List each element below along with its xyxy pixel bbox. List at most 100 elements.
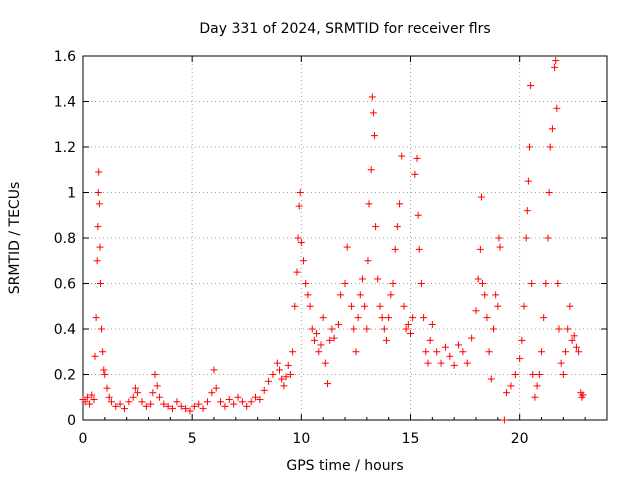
data-point bbox=[527, 82, 535, 90]
data-point bbox=[225, 396, 233, 404]
data-point bbox=[251, 393, 259, 401]
data-point bbox=[441, 343, 449, 351]
data-point bbox=[450, 361, 458, 369]
data-point bbox=[93, 257, 101, 265]
data-point bbox=[334, 320, 342, 328]
data-point bbox=[385, 314, 393, 322]
data-point bbox=[387, 291, 395, 299]
data-point bbox=[524, 177, 532, 185]
data-point bbox=[304, 291, 312, 299]
data-point bbox=[568, 336, 576, 344]
data-point bbox=[382, 336, 390, 344]
data-point bbox=[433, 348, 441, 356]
x-tick-label: 15 bbox=[402, 431, 420, 447]
data-point bbox=[487, 375, 495, 383]
data-point bbox=[337, 291, 345, 299]
data-point bbox=[393, 223, 401, 231]
data-point bbox=[551, 63, 559, 71]
data-point bbox=[234, 393, 242, 401]
data-point bbox=[411, 170, 419, 178]
data-point bbox=[422, 348, 430, 356]
data-point bbox=[414, 211, 422, 219]
data-point bbox=[273, 359, 281, 367]
data-point bbox=[358, 275, 366, 283]
data-point bbox=[98, 325, 106, 333]
data-point bbox=[291, 302, 299, 310]
data-point bbox=[343, 243, 351, 251]
data-point bbox=[500, 416, 508, 424]
data-point bbox=[352, 348, 360, 356]
data-point bbox=[103, 384, 111, 392]
data-point bbox=[203, 398, 211, 406]
data-point bbox=[398, 152, 406, 160]
data-point bbox=[479, 280, 487, 287]
data-point bbox=[554, 280, 562, 287]
y-tick-label: 1.6 bbox=[54, 49, 76, 65]
data-point bbox=[570, 332, 578, 340]
data-point bbox=[92, 314, 100, 322]
data-point bbox=[131, 384, 139, 392]
data-point bbox=[315, 348, 323, 356]
data-point bbox=[555, 325, 563, 333]
data-point bbox=[238, 398, 246, 406]
data-point bbox=[455, 341, 463, 349]
data-point bbox=[535, 371, 543, 378]
data-point bbox=[437, 359, 445, 367]
data-point bbox=[472, 307, 480, 315]
data-point bbox=[173, 398, 181, 406]
data-point bbox=[533, 382, 541, 390]
data-point bbox=[302, 280, 310, 287]
data-point bbox=[528, 280, 536, 287]
data-point bbox=[553, 104, 561, 112]
data-point bbox=[562, 348, 570, 356]
y-tick-label: 0 bbox=[67, 413, 76, 429]
data-point bbox=[300, 257, 308, 265]
data-point bbox=[356, 291, 364, 299]
grid bbox=[83, 56, 607, 420]
data-point bbox=[523, 207, 531, 215]
data-point bbox=[566, 302, 574, 310]
data-point bbox=[95, 168, 103, 176]
data-point bbox=[468, 334, 476, 342]
data-point bbox=[417, 280, 425, 287]
data-point bbox=[420, 314, 428, 322]
data-point bbox=[364, 257, 372, 265]
data-point bbox=[313, 330, 321, 338]
data-point bbox=[210, 366, 218, 374]
data-point bbox=[195, 400, 203, 408]
data-point bbox=[531, 393, 539, 401]
data-point bbox=[247, 398, 255, 406]
data-point bbox=[243, 402, 251, 410]
data-point bbox=[413, 154, 421, 162]
data-point bbox=[389, 280, 397, 287]
data-point bbox=[186, 407, 194, 415]
data-point bbox=[522, 234, 530, 242]
data-point bbox=[496, 243, 504, 251]
data-point bbox=[516, 355, 524, 363]
data-point bbox=[99, 348, 107, 356]
x-tick-label: 10 bbox=[292, 431, 310, 447]
data-point bbox=[100, 366, 108, 374]
data-point bbox=[138, 398, 146, 406]
x-tick-label: 5 bbox=[188, 431, 197, 447]
data-point bbox=[142, 402, 150, 410]
data-point bbox=[424, 359, 432, 367]
data-point bbox=[372, 223, 380, 231]
data-point bbox=[321, 359, 329, 367]
data-point bbox=[256, 396, 264, 404]
data-point bbox=[409, 314, 417, 322]
y-tick-label: 0.8 bbox=[54, 231, 76, 247]
data-point bbox=[153, 382, 161, 390]
data-point bbox=[559, 371, 567, 378]
y-tick-label: 0.6 bbox=[54, 277, 76, 293]
data-point bbox=[520, 302, 528, 310]
data-point bbox=[396, 200, 404, 208]
data-point bbox=[169, 405, 177, 413]
data-point bbox=[495, 234, 503, 242]
data-point bbox=[348, 302, 356, 310]
data-point bbox=[91, 352, 99, 360]
data-point bbox=[96, 280, 104, 287]
data-point bbox=[402, 325, 410, 333]
data-point bbox=[367, 166, 375, 174]
